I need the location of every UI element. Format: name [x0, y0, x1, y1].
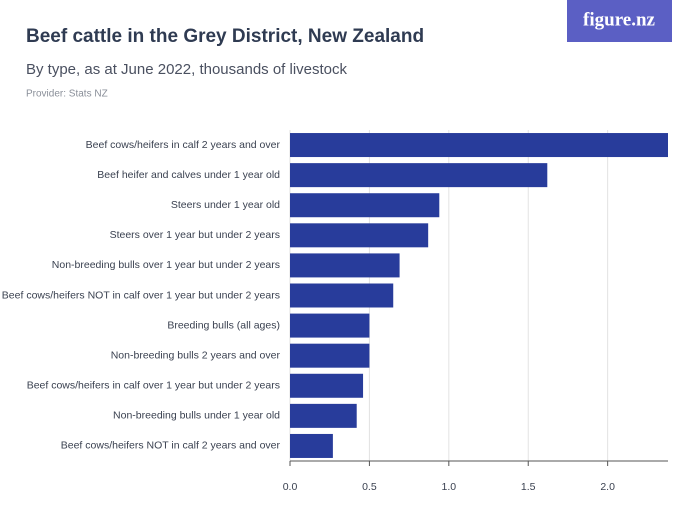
- category-label: Beef cows/heifers in calf over 1 year bu…: [27, 380, 280, 392]
- x-tick-label: 1.5: [521, 481, 536, 493]
- chart-subtitle: By type, as at June 2022, thousands of l…: [26, 61, 348, 78]
- bar: [290, 193, 440, 218]
- category-label: Steers under 1 year old: [171, 199, 280, 211]
- chart-title: Beef cattle in the Grey District, New Ze…: [26, 26, 424, 47]
- bar: [290, 283, 394, 308]
- category-label: Beef heifer and calves under 1 year old: [97, 169, 280, 181]
- category-label: Non-breeding bulls 2 years and over: [111, 349, 281, 361]
- category-label: Steers over 1 year but under 2 years: [110, 229, 280, 241]
- provider: Provider: Stats NZ: [26, 89, 108, 100]
- bar: [290, 403, 357, 428]
- category-label: Beef cows/heifers NOT in calf over 1 yea…: [2, 289, 280, 301]
- bar: [290, 253, 400, 278]
- bar: [290, 373, 364, 398]
- bar: [290, 313, 370, 338]
- bar: [290, 343, 370, 368]
- category-label: Beef cows/heifers NOT in calf 2 years an…: [61, 440, 281, 452]
- x-tick-label: 0.5: [362, 481, 377, 493]
- category-label: Non-breeding bulls under 1 year old: [113, 410, 280, 422]
- logo-box: [567, 0, 672, 42]
- category-label: Breeding bulls (all ages): [167, 319, 280, 331]
- bar: [290, 433, 333, 458]
- category-label: Non-breeding bulls over 1 year but under…: [52, 259, 280, 271]
- bar: [290, 223, 429, 248]
- category-label: Beef cows/heifers in calf 2 years and ov…: [86, 139, 281, 151]
- bar: [290, 133, 668, 158]
- logo: figure.nz: [583, 9, 656, 30]
- x-tick-label: 2.0: [600, 481, 615, 493]
- x-tick-label: 0.0: [283, 481, 298, 493]
- x-tick-label: 1.0: [442, 481, 457, 493]
- bar: [290, 163, 548, 188]
